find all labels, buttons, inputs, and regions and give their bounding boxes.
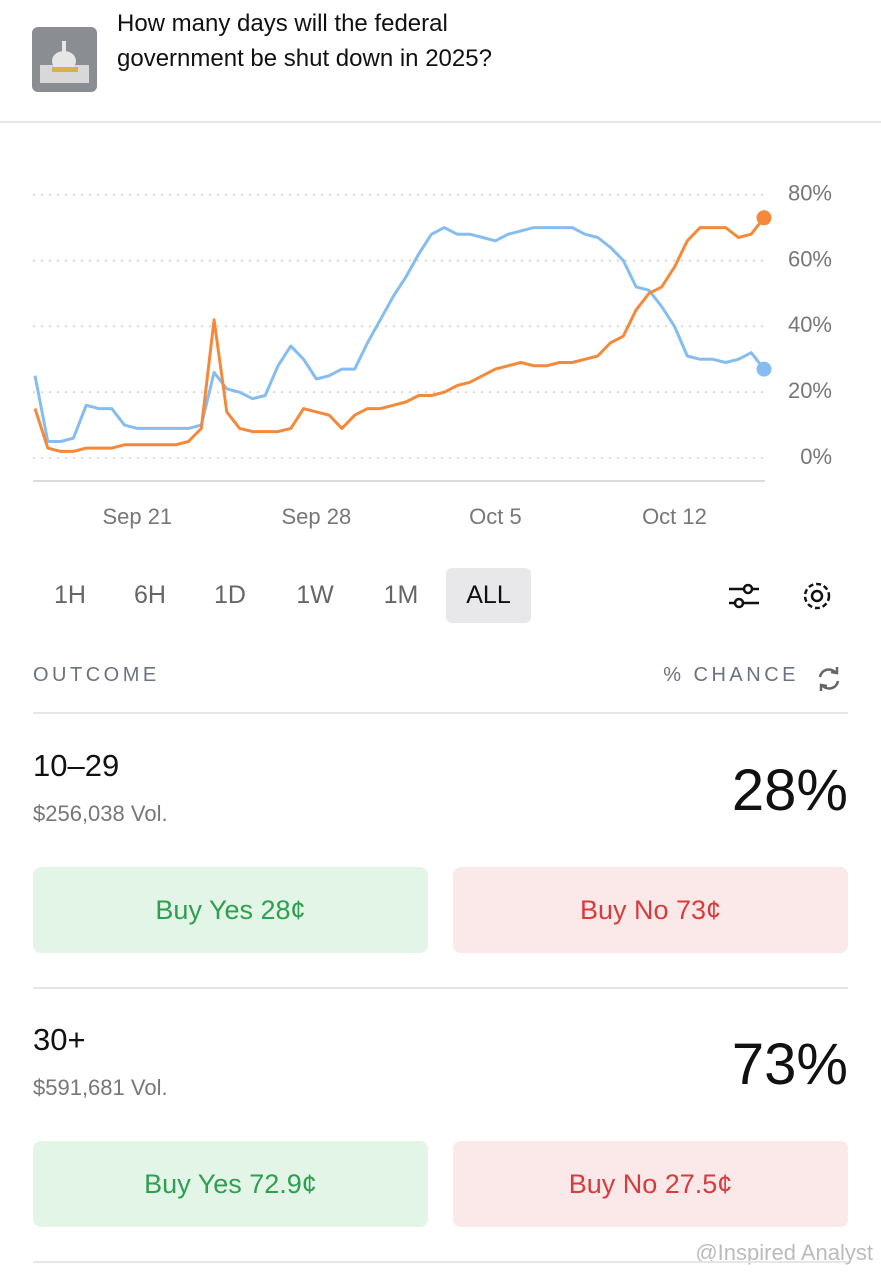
outcome-chance: 28% bbox=[731, 758, 848, 823]
price-chart: 0% 20% 40% 60% 80% Sep 21 Sep 28 Oct 5 Oct 12 bbox=[33, 181, 832, 529]
buy-no-button[interactable]: Buy No 27.5¢ bbox=[453, 1141, 848, 1227]
range-button[interactable]: ALL bbox=[446, 568, 531, 623]
outcome-name: 10–29 bbox=[33, 748, 120, 783]
y-tick-label: 80% bbox=[788, 181, 832, 206]
range-button[interactable]: 1W bbox=[296, 581, 334, 609]
outcome-volume: $591,681 Vol. bbox=[33, 1075, 168, 1100]
divider bbox=[33, 712, 848, 714]
x-tick-label: Sep 28 bbox=[282, 504, 352, 529]
watermark: @Inspired Analyst bbox=[695, 1240, 873, 1265]
settings-icon[interactable] bbox=[799, 578, 835, 614]
market-title: How many days will the federal governmen… bbox=[117, 10, 492, 72]
chance-header: % CHANCE bbox=[663, 664, 799, 686]
divider bbox=[33, 1261, 848, 1263]
divider bbox=[0, 121, 881, 123]
end-point bbox=[756, 210, 772, 226]
range-button[interactable]: 6H bbox=[134, 581, 166, 609]
outcome-header: OUTCOME bbox=[33, 664, 160, 686]
buy-no-button[interactable]: Buy No 73¢ bbox=[453, 867, 848, 953]
refresh-icon[interactable] bbox=[816, 666, 842, 692]
y-tick-label: 0% bbox=[800, 444, 832, 469]
x-tick-label: Sep 21 bbox=[102, 504, 172, 529]
y-tick-label: 40% bbox=[788, 312, 832, 337]
end-point bbox=[756, 361, 772, 377]
filter-icon[interactable] bbox=[726, 578, 762, 614]
range-button[interactable]: 1H bbox=[54, 581, 86, 609]
outcome-volume: $256,038 Vol. bbox=[33, 801, 168, 826]
y-tick-label: 20% bbox=[788, 378, 832, 403]
series-line bbox=[33, 216, 766, 453]
x-tick-label: Oct 5 bbox=[469, 504, 522, 529]
buy-yes-button[interactable]: Buy Yes 28¢ bbox=[33, 867, 428, 953]
x-tick-label: Oct 12 bbox=[642, 504, 707, 529]
outcome-chance: 73% bbox=[731, 1032, 848, 1097]
range-button[interactable]: 1D bbox=[214, 581, 246, 609]
divider bbox=[33, 987, 848, 989]
series-line bbox=[33, 226, 766, 443]
market-icon bbox=[32, 27, 97, 92]
outcome-name: 30+ bbox=[33, 1022, 86, 1057]
y-tick-label: 60% bbox=[788, 246, 832, 271]
range-button[interactable]: 1M bbox=[383, 581, 419, 609]
buy-yes-button[interactable]: Buy Yes 72.9¢ bbox=[33, 1141, 428, 1227]
